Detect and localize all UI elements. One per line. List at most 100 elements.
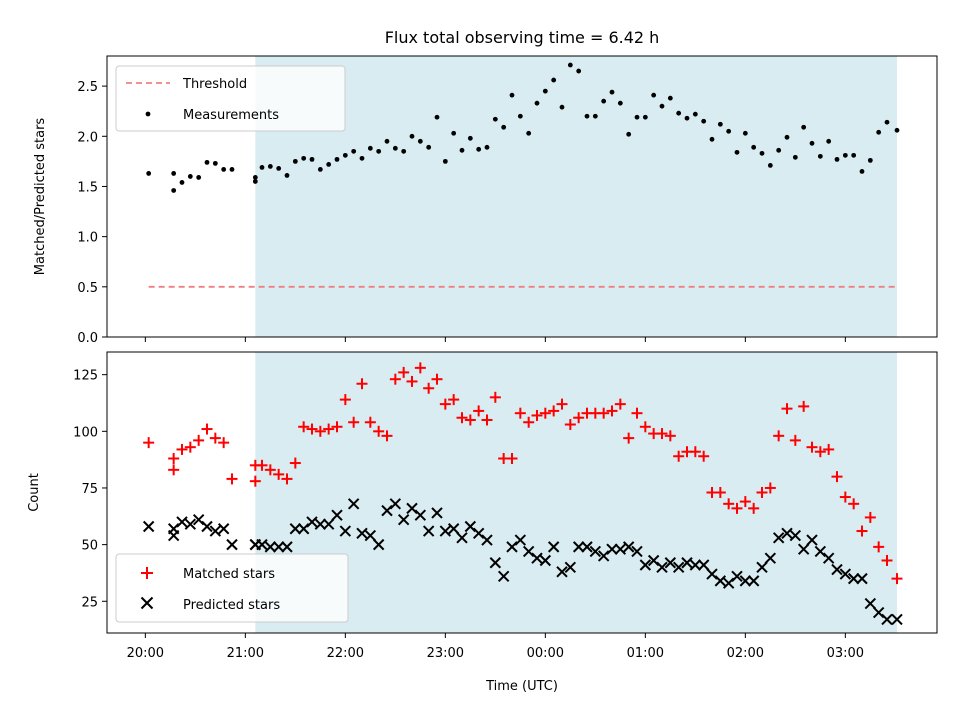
measurement-point (709, 136, 715, 142)
predicted-stars-point (639, 559, 652, 571)
measurement-point (867, 157, 873, 163)
predicted-stars-point (264, 541, 277, 553)
x-tick-label: 02:00 (727, 646, 764, 661)
predicted-stars-point (456, 532, 468, 544)
measurement-point (492, 116, 498, 122)
predicted-stars-point (167, 529, 180, 542)
predicted-stars-point (381, 504, 393, 517)
measurement-point (542, 88, 548, 94)
matched-stars-point (481, 414, 493, 426)
y-tick-label: 1.5 (77, 180, 98, 195)
predicted-stars-point (764, 552, 777, 564)
predicted-stars-point (347, 498, 360, 510)
predicted-stars-point (647, 554, 660, 567)
measurement-point (592, 113, 598, 119)
y-tick-label: 25 (81, 595, 98, 610)
predicted-stars-point (289, 523, 302, 535)
measurement-point (717, 121, 723, 127)
x-tick-label: 23:00 (427, 646, 464, 661)
predicted-stars-point (681, 557, 693, 569)
matched-stars-point (218, 437, 230, 449)
matched-legend-label: Matched stars (183, 567, 275, 582)
predicted-stars-point (176, 516, 188, 528)
matched-stars-point (831, 471, 843, 483)
matched-stars-point (814, 446, 826, 458)
matched-stars-point (514, 407, 526, 419)
measurement-point (171, 188, 177, 193)
top-panel-frame (106, 55, 938, 338)
measurement-point (334, 156, 340, 162)
plus-marker (141, 567, 153, 579)
x-tick-label: 01:00 (627, 646, 664, 661)
predicted-stars-point (439, 525, 452, 537)
predicted-stars-point (589, 545, 602, 558)
matched-stars-point (489, 391, 501, 403)
predicted-stars-point (564, 561, 577, 573)
matched-stars-point (614, 398, 626, 410)
predicted-stars-point (881, 613, 893, 626)
measurement-point (284, 173, 290, 178)
matched-stars-point (606, 405, 618, 417)
predicted-stars-point (856, 572, 868, 585)
matched-stars-point (381, 430, 393, 442)
predicted-stars-point (372, 538, 385, 551)
predicted-stars-point (314, 518, 327, 530)
measurement-point (634, 114, 640, 120)
predicted-stars-point (209, 525, 222, 537)
matched-stars-point (348, 416, 360, 428)
measurement-point (467, 135, 473, 141)
bottom-y-axis-label: Count (27, 473, 42, 512)
matched-stars-point (473, 405, 485, 417)
matched-stars-point (249, 475, 261, 487)
predicted-stars-point (622, 541, 635, 553)
predicted-stars-point (272, 541, 285, 553)
matched-stars-point (168, 464, 180, 476)
bottom-legend: Matched stars Predicted stars (115, 553, 349, 623)
predicted-stars-point (689, 559, 702, 571)
matched-stars-point (256, 459, 268, 471)
predicted-stars-point (722, 577, 735, 589)
measurement-point (212, 160, 218, 166)
matched-stars-point (456, 412, 468, 424)
predicted-stars-point (731, 570, 743, 583)
bottom-legend-box (115, 553, 349, 623)
matched-stars-point (398, 366, 410, 378)
measurement-point (359, 155, 365, 161)
matched-stars-point (339, 394, 351, 406)
x-tick-label: 03:00 (827, 646, 864, 661)
matched-stars-point (184, 441, 196, 453)
measurement-point (834, 156, 840, 162)
predicted-stars-point (714, 575, 727, 587)
measurement-point (526, 130, 532, 136)
y-tick-label: 100 (73, 425, 98, 440)
matched-stars-point (789, 434, 801, 446)
matched-stars-point (748, 502, 760, 514)
top-panel: 0.0 0.5 1.0 1.5 2.0 2.5 Flux total observing … (33, 28, 938, 346)
measurement-point (517, 113, 523, 119)
measurement-point (376, 148, 382, 154)
measurement-point (767, 162, 773, 168)
matched-stars-point (168, 453, 180, 465)
measurement-point (229, 167, 235, 172)
measurement-point (884, 119, 890, 125)
matched-stars-point (689, 446, 701, 458)
predicted-stars-point (631, 545, 643, 558)
predicted-stars-point (184, 518, 197, 530)
x-tick-label: 00:00 (527, 646, 564, 661)
measurement-point (559, 104, 565, 110)
observing-span-top (255, 56, 898, 337)
matched-stars-point (656, 428, 668, 440)
matched-stars-point (523, 416, 535, 428)
predicted-stars-point (606, 543, 618, 555)
measurement-point (609, 89, 615, 95)
predicted-stars-point (547, 541, 560, 553)
observing-span-bottom (255, 352, 898, 633)
predicted-stars-point (472, 527, 485, 539)
measurement-point (759, 150, 765, 156)
measurement-point (626, 131, 632, 137)
matched-stars-point (698, 450, 710, 462)
measurement-point (676, 110, 682, 116)
measurement-point (734, 149, 740, 155)
predicted-stars-point (806, 534, 818, 546)
measurement-point (384, 138, 390, 144)
